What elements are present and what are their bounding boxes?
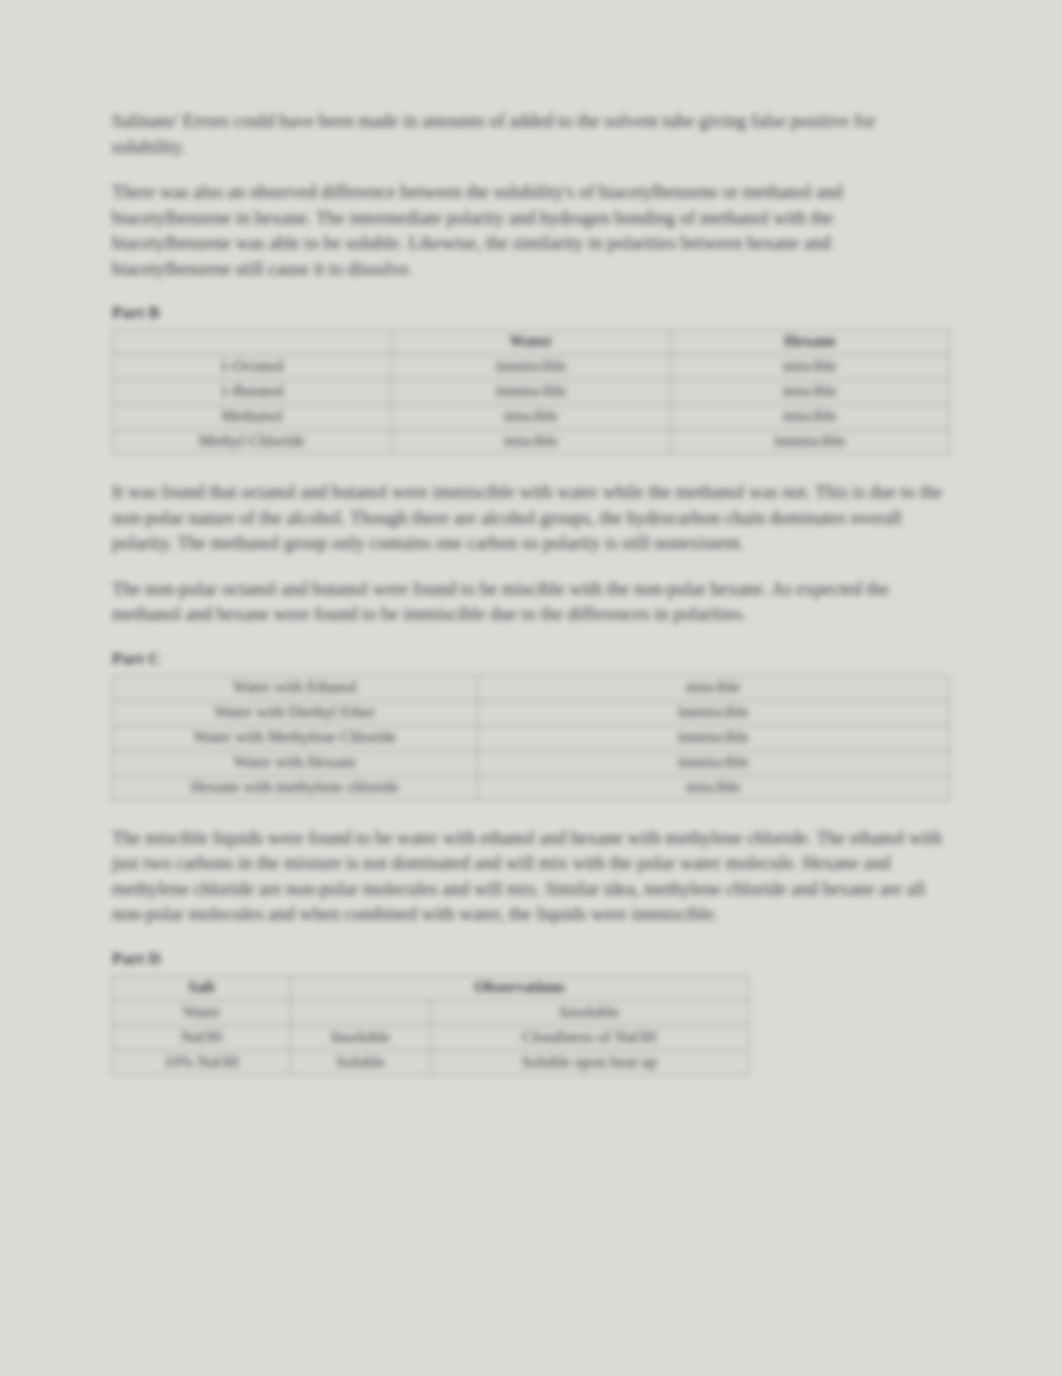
table-header-cell: Observations [291,975,749,1000]
table-cell: 1-Butanol [113,380,392,405]
table-cell: Insoluble [291,1025,431,1050]
table-cell: immiscible [392,380,671,405]
table-row: NaOH Insoluble Cloudiness of NaOH [113,1025,749,1050]
table-cell: Water with Methylene Chloride [113,725,478,750]
table-row: Water with Ethanol miscible [113,675,950,700]
table-row: Methyl Chloride miscible immiscible [113,430,950,455]
table-row: Methanol miscible miscible [113,405,950,430]
table-cell: miscible [671,380,950,405]
table-cell: NaOH [113,1025,291,1050]
table-cell: immiscible [477,725,949,750]
paragraph-2: There was also an observed difference be… [112,181,950,283]
table-header-cell: Salt [113,975,291,1000]
table-header-cell: Hexane [671,330,950,355]
table-cell: Cloudiness of NaOH [430,1025,748,1050]
table-cell: miscible [392,405,671,430]
table-row: Water with Diethyl Ether immiscible [113,700,950,725]
table-cell: Methyl Chloride [113,430,392,455]
paragraph-1: Salinans' Errors could have been made in… [112,110,950,161]
table-cell: 10% NaOH [113,1050,291,1075]
table-cell: immiscible [477,700,949,725]
table-cell: Water with Hexane [113,750,478,775]
table-row: Water with Methylene Chloride immiscible [113,725,950,750]
table-row: 1-Butanol immiscible miscible [113,380,950,405]
table-cell: 1-Octanol [113,355,392,380]
document-page: Salinans' Errors could have been made in… [0,0,1062,1376]
table-cell: Methanol [113,405,392,430]
table-row: Hexane with methylene chloride miscible [113,775,950,800]
table-cell: Water [113,1000,291,1025]
table-part-b: Water Hexane 1-Octanol immiscible miscib… [112,329,950,455]
table-cell: immiscible [392,355,671,380]
part-c-label: Part C [112,649,950,669]
table-cell: immiscible [477,750,949,775]
table-part-d: Salt Observations Water Insoluble NaOH I… [112,975,749,1076]
table-cell: miscible [477,775,949,800]
table-row: Water with Hexane immiscible [113,750,950,775]
table-cell: miscible [671,355,950,380]
part-b-label: Part B [112,303,950,323]
part-d-label: Part D [112,949,950,969]
table-header-row: Water Hexane [113,330,950,355]
table-cell: Insoluble [430,1000,748,1025]
paragraph-4: The non-polar octanol and butanol were f… [112,578,950,629]
table-row: Water Insoluble [113,1000,749,1025]
table-cell: Water with Diethyl Ether [113,700,478,725]
table-cell: miscible [392,430,671,455]
table-cell: miscible [477,675,949,700]
table-cell [291,1000,431,1025]
table-header-row: Salt Observations [113,975,749,1000]
table-header-cell: Water [392,330,671,355]
table-cell: immiscible [671,430,950,455]
table-part-c: Water with Ethanol miscible Water with D… [112,675,950,801]
table-cell: Soluble [291,1050,431,1075]
table-cell: Water with Ethanol [113,675,478,700]
table-header-cell [113,330,392,355]
table-row: 1-Octanol immiscible miscible [113,355,950,380]
table-row: 10% NaOH Soluble Soluble upon heat up [113,1050,749,1075]
paragraph-5: The miscible liquids were found to be wa… [112,827,950,929]
table-cell: miscible [671,405,950,430]
table-cell: Hexane with methylene chloride [113,775,478,800]
paragraph-3: It was found that octanol and butanol we… [112,481,950,558]
table-cell: Soluble upon heat up [430,1050,748,1075]
